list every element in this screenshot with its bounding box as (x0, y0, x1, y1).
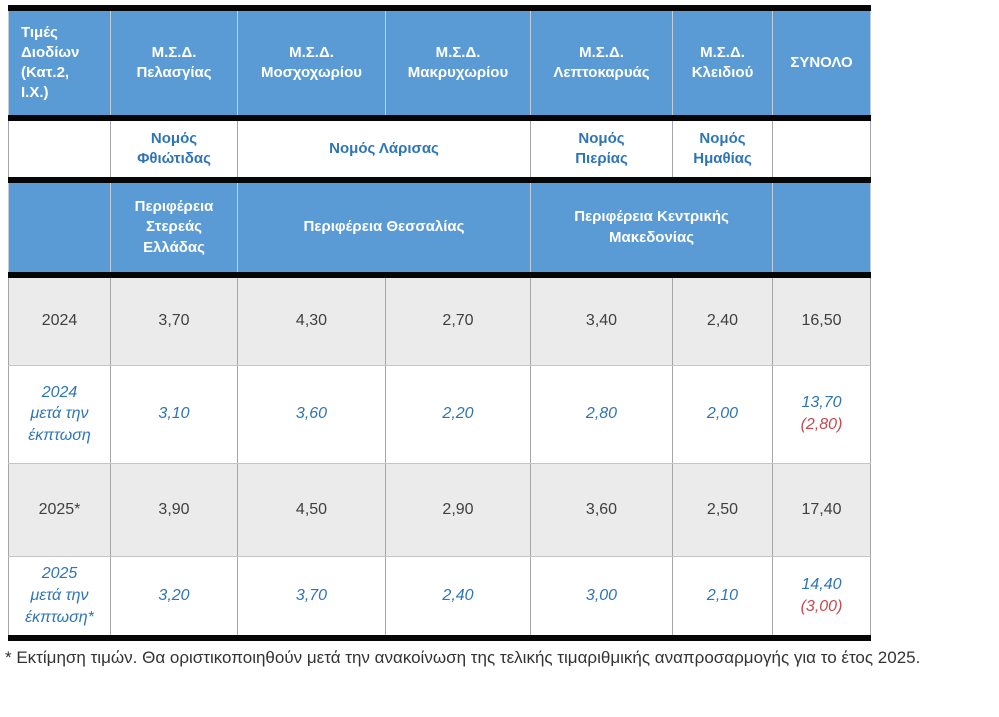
region-kentriki-makedonia: Περιφέρεια Κεντρικής Μακεδονίας (530, 180, 773, 278)
total-note-red: (2,80) (800, 416, 843, 433)
prefecture-imathia: Νομός Ημαθίας (672, 118, 773, 183)
data-row-2024: 2024 3,70 4,30 2,70 3,40 2,40 16,50 (8, 275, 871, 366)
value-cell: 3,70 (110, 275, 238, 366)
total-cell: 17,40 (772, 463, 871, 557)
region-sterea-ellada: Περιφέρεια Στερεάς Ελλάδας (110, 180, 238, 278)
prefecture-fthiotida: Νομός Φθιώτιδας (110, 118, 238, 183)
row-label: 2025 μετά την έκπτωση* (8, 556, 111, 641)
row-label: 2025* (8, 463, 111, 557)
value-cell: 3,40 (530, 275, 673, 366)
station-header-moschochori: Μ.Σ.Δ. Μοσχοχωρίου (237, 5, 386, 121)
footnote: * Εκτίμηση τιμών. Θα οριστικοποιηθούν με… (5, 648, 921, 667)
value-cell: 2,00 (672, 365, 773, 464)
region-empty-total (772, 180, 871, 278)
value-cell: 2,80 (530, 365, 673, 464)
region-thessalia: Περιφέρεια Θεσσαλίας (237, 180, 531, 278)
total-cell: 16,50 (772, 275, 871, 366)
total-value: 14,40 (801, 576, 842, 594)
value-cell: 2,50 (672, 463, 773, 557)
total-value: 13,70 (801, 394, 842, 412)
station-header-leptokarya: Μ.Σ.Δ. Λεπτοκαρυάς (530, 5, 673, 121)
station-header-kleidi: Μ.Σ.Δ. Κλειδιού (672, 5, 773, 121)
value-cell: 3,00 (530, 556, 673, 641)
value-cell: 3,60 (237, 365, 386, 464)
prefecture-larisa: Νομός Λάρισας (237, 118, 531, 183)
value-cell: 2,70 (385, 275, 531, 366)
station-header-makrychori: Μ.Σ.Δ. Μακρυχωρίου (385, 5, 531, 121)
data-row-2024-discount: 2024 μετά την έκπτωση 3,10 3,60 2,20 2,8… (8, 365, 871, 464)
row-label: 2024 (8, 275, 111, 366)
data-row-2025-discount: 2025 μετά την έκπτωση* 3,20 3,70 2,40 3,… (8, 556, 871, 641)
data-row-2025: 2025* 3,90 4,50 2,90 3,60 2,50 17,40 (8, 463, 871, 557)
value-cell: 3,70 (237, 556, 386, 641)
row-label: 2024 μετά την έκπτωση (8, 365, 111, 464)
value-cell: 2,90 (385, 463, 531, 557)
value-cell: 3,90 (110, 463, 238, 557)
value-cell: 4,30 (237, 275, 386, 366)
header-row: Τιμές Διοδίων (Κατ.2, Ι.Χ.) Μ.Σ.Δ. Πελασ… (8, 5, 871, 121)
total-cell: 14,40 (3,00) (772, 556, 871, 641)
prefecture-empty-corner (8, 118, 111, 183)
corner-header-toll-prices: Τιμές Διοδίων (Κατ.2, Ι.Χ.) (8, 5, 111, 121)
value-cell: 2,40 (385, 556, 531, 641)
prefecture-row: Νομός Φθιώτιδας Νομός Λάρισας Νομός Πιερ… (8, 118, 871, 183)
value-cell: 3,60 (530, 463, 673, 557)
value-cell: 3,20 (110, 556, 238, 641)
value-cell: 2,10 (672, 556, 773, 641)
station-header-pelasgia: Μ.Σ.Δ. Πελασγίας (110, 5, 238, 121)
region-empty-corner (8, 180, 111, 278)
value-cell: 2,40 (672, 275, 773, 366)
prefecture-pieria: Νομός Πιερίας (530, 118, 673, 183)
value-cell: 4,50 (237, 463, 386, 557)
value-cell: 2,20 (385, 365, 531, 464)
value-cell: 3,10 (110, 365, 238, 464)
total-cell: 13,70 (2,80) (772, 365, 871, 464)
region-row: Περιφέρεια Στερεάς Ελλάδας Περιφέρεια Θε… (8, 180, 871, 278)
total-note-red: (3,00) (800, 597, 843, 615)
prefecture-empty-total (772, 118, 871, 183)
toll-price-table: Τιμές Διοδίων (Κατ.2, Ι.Χ.) Μ.Σ.Δ. Πελασ… (8, 5, 871, 641)
total-header: ΣΥΝΟΛΟ (772, 5, 871, 121)
